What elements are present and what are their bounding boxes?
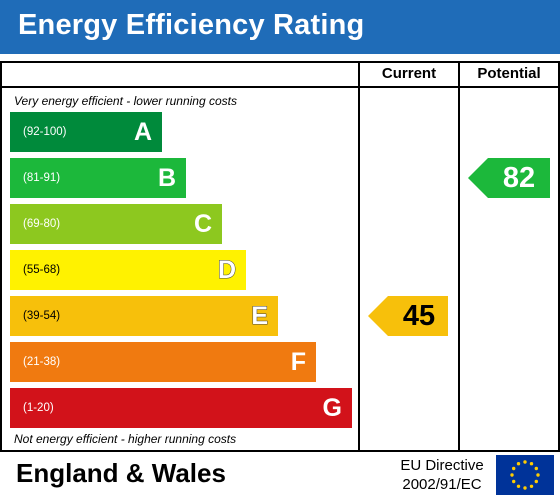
eu-star xyxy=(516,484,521,488)
region-label: England & Wales xyxy=(16,458,226,488)
eu-star xyxy=(512,479,516,484)
band-letter: G xyxy=(322,394,342,422)
band-g: (1-20) G xyxy=(10,388,352,428)
potential-rating-arrow xyxy=(468,158,550,198)
current-rating-arrow xyxy=(368,296,448,336)
column-header-current: Current xyxy=(381,65,437,82)
column-divider-current xyxy=(358,61,360,450)
band-letter: D xyxy=(217,256,236,285)
band-letter: A xyxy=(133,118,152,146)
eu-star xyxy=(512,466,516,471)
band-e: (39-54) E xyxy=(10,296,278,336)
eu-star xyxy=(536,473,540,477)
column-header-potential: Potential xyxy=(477,65,541,82)
eu-star xyxy=(534,479,538,484)
column-divider-potential xyxy=(458,61,460,450)
band-letter: F xyxy=(290,348,306,376)
band-range-label: (69-80) xyxy=(23,218,61,230)
band-range-label: (81-91) xyxy=(23,172,61,184)
directive-line-2: 2002/91/EC xyxy=(402,476,482,493)
directive-line-1: EU Directive xyxy=(400,457,484,474)
potential-rating-pointer: 82 xyxy=(468,158,550,198)
band-a: (92-100) A xyxy=(10,112,162,152)
eu-star xyxy=(510,473,514,477)
eu-star xyxy=(523,486,527,490)
eu-star xyxy=(516,462,521,466)
band-letter: C xyxy=(193,210,212,238)
header-bar: Energy Efficiency Rating xyxy=(0,0,560,56)
current-rating-pointer: 45 xyxy=(368,296,450,336)
band-range-label: (92-100) xyxy=(23,126,67,138)
page-title: Energy Efficiency Rating xyxy=(18,9,365,41)
band-d: (55-68) D xyxy=(10,250,246,290)
bottom-note: Not energy efficient - higher running co… xyxy=(14,432,237,446)
rating-table-frame xyxy=(0,61,560,450)
band-letter: B xyxy=(157,164,176,192)
header-row-divider xyxy=(0,86,560,88)
band-c: (69-80) C xyxy=(10,204,222,244)
potential-rating-value: 82 xyxy=(502,162,536,194)
band-range-label: (55-68) xyxy=(23,264,61,276)
eu-star xyxy=(529,462,534,466)
footer-divider xyxy=(0,450,560,452)
top-note: Very energy efficient - lower running co… xyxy=(14,94,237,108)
eu-star xyxy=(534,466,538,471)
eu-star xyxy=(523,460,527,464)
band-letter: E xyxy=(251,302,269,331)
band-f: (21-38) F xyxy=(10,342,316,382)
band-range-label: (1-20) xyxy=(23,402,54,414)
current-rating-value: 45 xyxy=(402,300,436,332)
eu-flag-icon xyxy=(496,455,554,495)
band-b: (81-91) B xyxy=(10,158,186,198)
eu-star xyxy=(529,484,534,488)
band-range-label: (39-54) xyxy=(23,310,61,322)
band-range-label: (21-38) xyxy=(23,356,61,368)
eu-directive-text: EU Directive 2002/91/EC xyxy=(390,456,494,494)
